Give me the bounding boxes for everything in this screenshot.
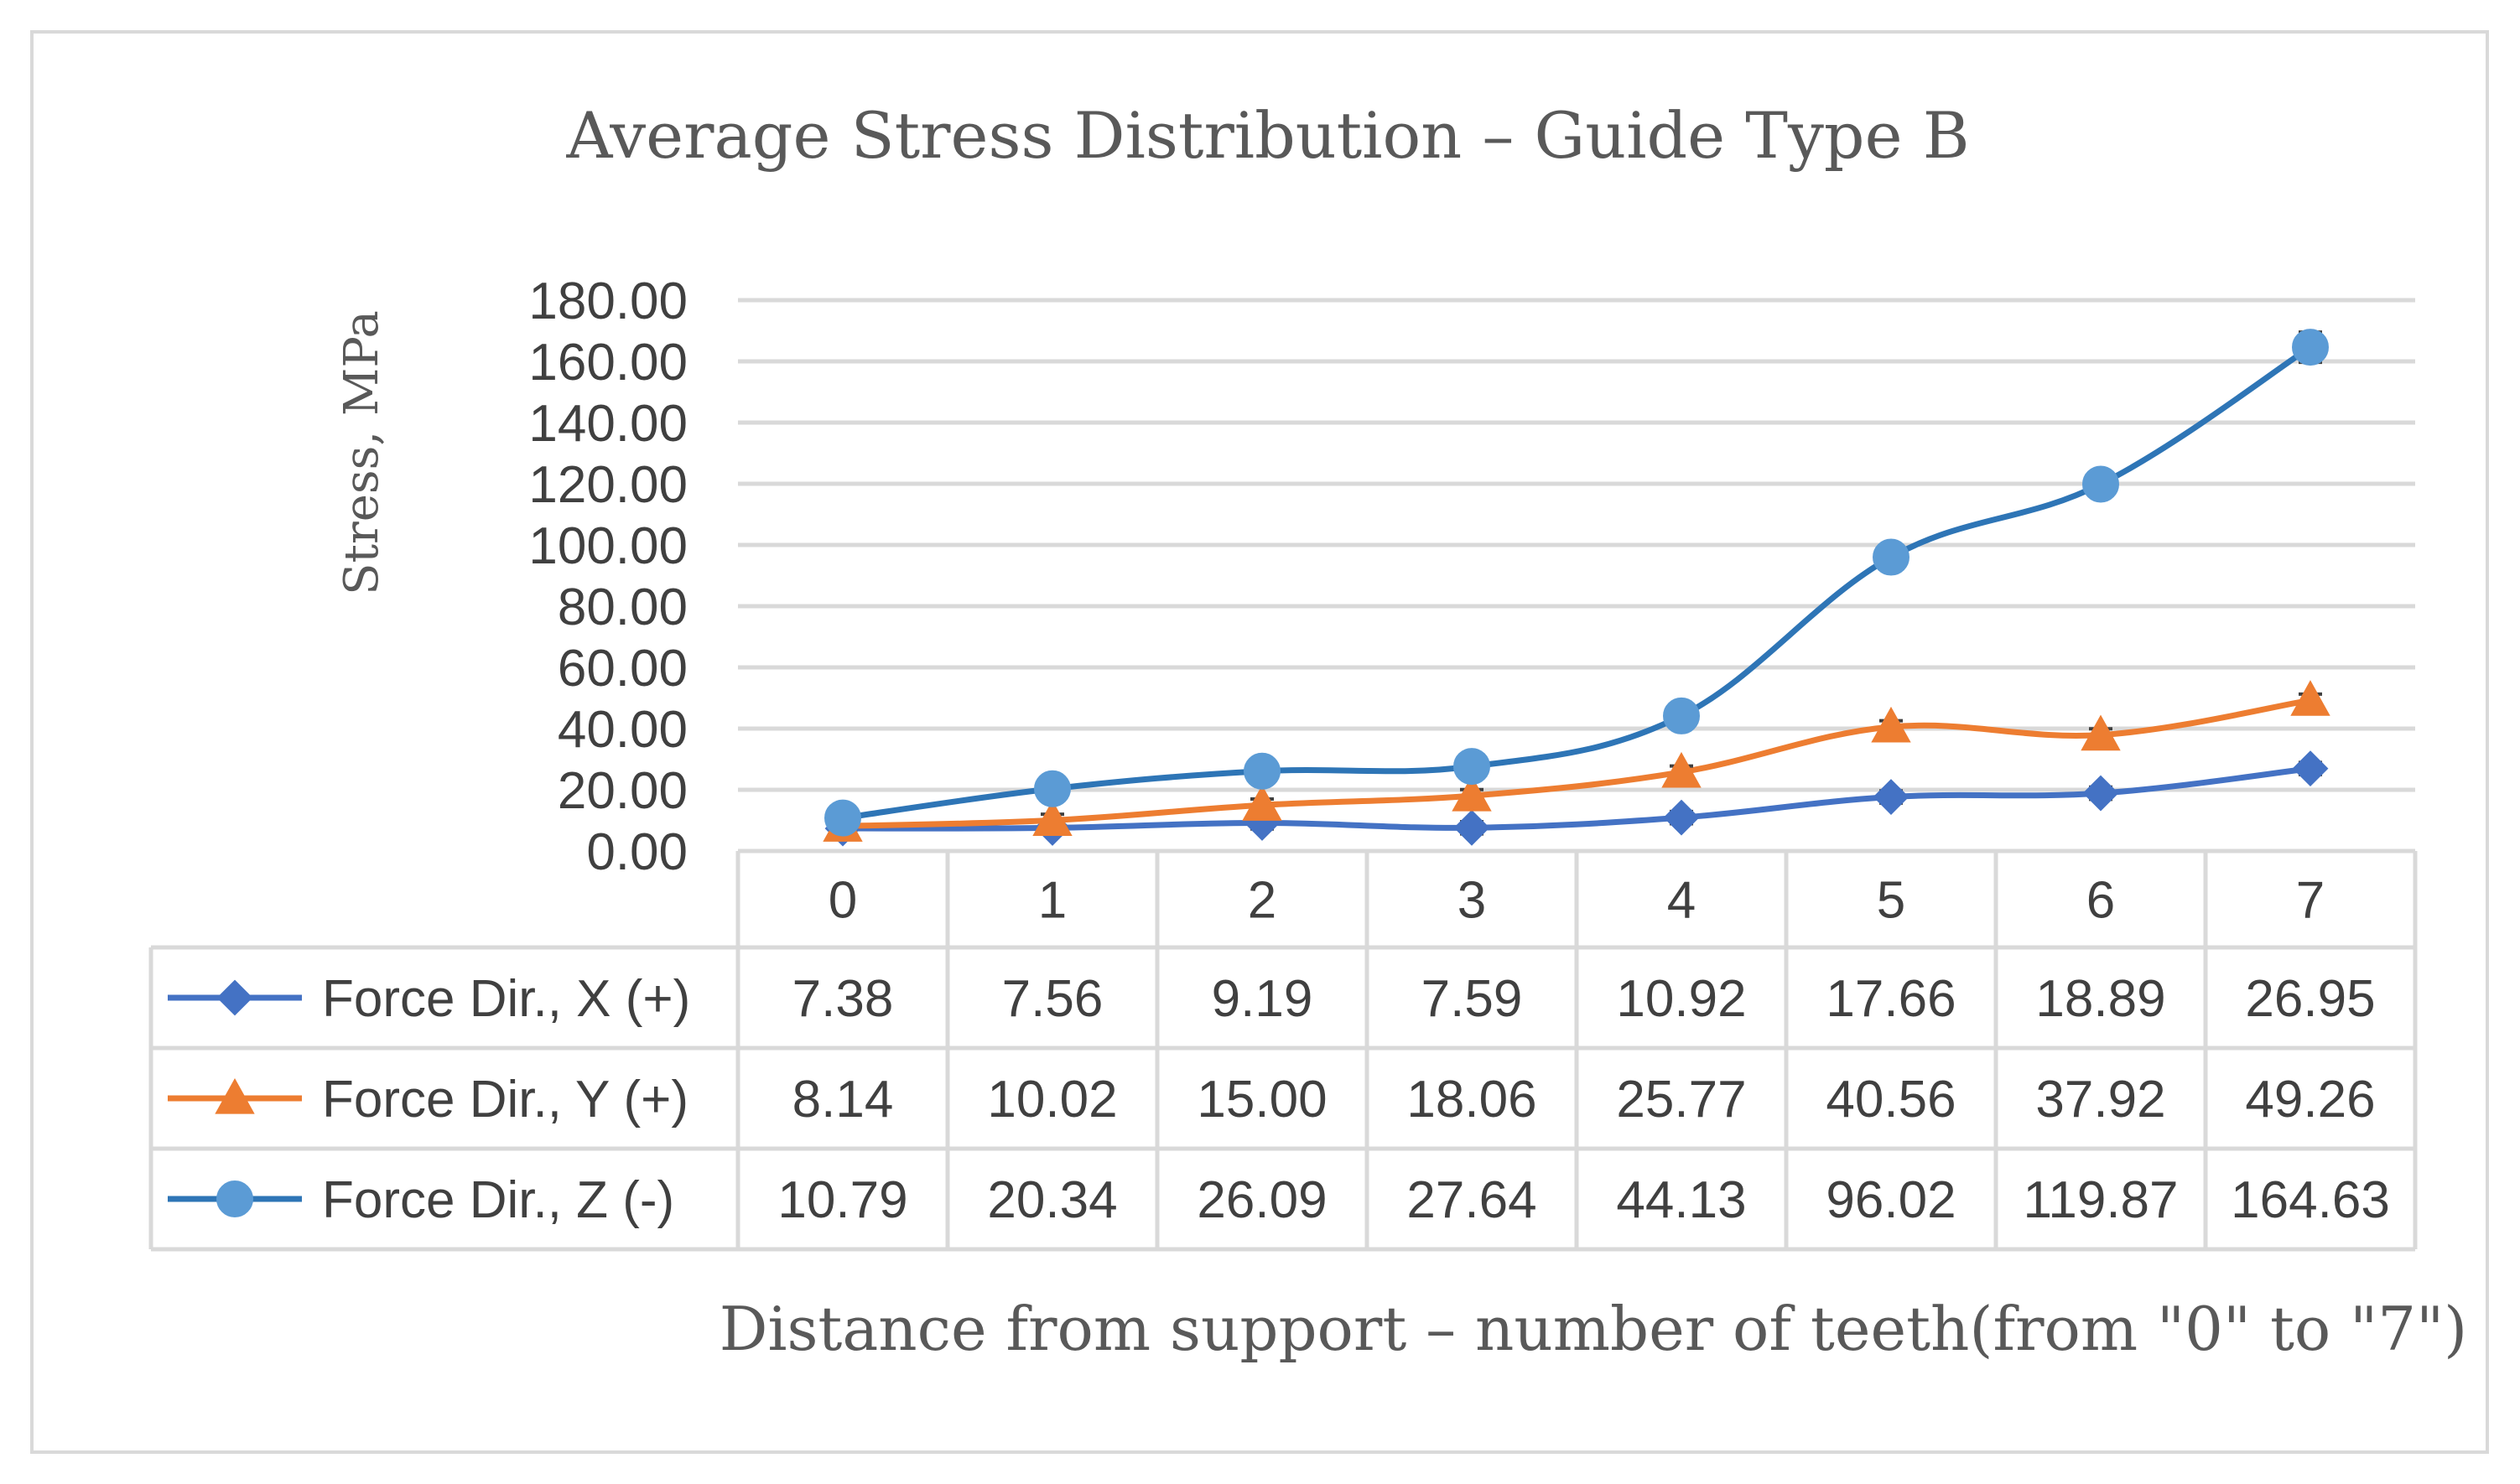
y-tick-label: 100.00 bbox=[528, 517, 688, 575]
series-group bbox=[824, 329, 2329, 837]
series-line bbox=[842, 697, 2311, 829]
data-label: 96.02 bbox=[1826, 1171, 1956, 1229]
data-label: 7.59 bbox=[1421, 970, 1523, 1028]
data-label: 17.66 bbox=[1826, 970, 1956, 1028]
chart-frame bbox=[30, 30, 2489, 1454]
data-label: 8.14 bbox=[792, 1071, 894, 1129]
data-point bbox=[1244, 752, 1281, 790]
data-label: 9.19 bbox=[1212, 970, 1313, 1028]
data-point bbox=[1873, 538, 1909, 576]
data-label: 7.56 bbox=[1002, 970, 1104, 1028]
data-label: 164.63 bbox=[2231, 1171, 2390, 1229]
data-label: 10.92 bbox=[1616, 970, 1746, 1028]
data-label: 15.00 bbox=[1197, 1071, 1327, 1129]
data-point bbox=[824, 799, 861, 837]
data-point bbox=[1661, 751, 1702, 788]
data-point bbox=[2292, 750, 2329, 787]
data-label: 18.06 bbox=[1406, 1071, 1536, 1129]
data-point bbox=[1871, 706, 1911, 743]
series-group bbox=[823, 680, 2330, 842]
data-point bbox=[2290, 680, 2330, 716]
series-line bbox=[842, 765, 2311, 832]
data-point bbox=[1453, 809, 1490, 846]
x-tick-label: 3 bbox=[1457, 872, 1486, 930]
y-tick-label: 140.00 bbox=[528, 395, 688, 453]
data-label: 49.26 bbox=[2245, 1071, 2375, 1129]
data-point bbox=[1453, 748, 1490, 786]
data-point bbox=[2082, 775, 2119, 812]
y-tick-label: 60.00 bbox=[558, 640, 688, 698]
data-point bbox=[2292, 329, 2329, 366]
legend-label: Force Dir., Y (+) bbox=[322, 1071, 688, 1129]
y-tick-label: 0.00 bbox=[586, 823, 688, 881]
data-table: 0 1 2 3 4 5 6 7 Force Dir., X (+) 7.38 7.56 9.19 7.5… bbox=[148, 848, 2418, 1252]
data-point bbox=[1032, 800, 1073, 837]
data-label: 119.87 bbox=[2023, 1171, 2178, 1229]
data-point bbox=[1663, 799, 1700, 836]
data-label: 37.92 bbox=[2035, 1071, 2165, 1129]
y-tick-label: 160.00 bbox=[528, 334, 688, 392]
x-tick-label: 6 bbox=[2086, 872, 2115, 930]
data-label: 10.79 bbox=[777, 1171, 907, 1229]
x-axis-title: Distance from support – number of teeth(… bbox=[720, 1294, 2468, 1364]
data-point bbox=[1873, 779, 1909, 815]
data-point bbox=[1242, 785, 1282, 821]
y-axis-ticks: 0.0020.0040.0060.0080.00100.00120.00140.… bbox=[528, 272, 688, 881]
y-tick-label: 120.00 bbox=[528, 456, 688, 514]
data-point bbox=[2081, 714, 2121, 751]
data-label: 18.89 bbox=[2035, 970, 2165, 1028]
legend-label: Force Dir., X (+) bbox=[322, 970, 690, 1028]
x-tick-label: 7 bbox=[2296, 872, 2325, 930]
y-tick-label: 40.00 bbox=[558, 701, 688, 759]
x-tick-label: 2 bbox=[1248, 872, 1276, 930]
y-tick-label: 80.00 bbox=[558, 579, 688, 636]
y-tick-label: 180.00 bbox=[528, 272, 688, 330]
data-label: 26.95 bbox=[2245, 970, 2375, 1028]
data-label: 10.02 bbox=[987, 1071, 1117, 1129]
data-point bbox=[216, 979, 253, 1016]
series-lines bbox=[823, 329, 2330, 847]
chart-title: Average Stress Distribution – Guide Type… bbox=[565, 98, 1969, 173]
data-point bbox=[216, 1180, 253, 1217]
x-tick-label: 0 bbox=[829, 872, 857, 930]
data-label: 20.34 bbox=[987, 1171, 1117, 1229]
data-label: 7.38 bbox=[792, 970, 894, 1028]
data-point bbox=[2082, 465, 2119, 503]
data-point bbox=[1663, 697, 1700, 734]
y-tick-label: 20.00 bbox=[558, 762, 688, 820]
gridlines bbox=[738, 298, 2415, 792]
data-label: 26.09 bbox=[1197, 1171, 1327, 1229]
data-point bbox=[1034, 770, 1071, 807]
data-label: 25.77 bbox=[1616, 1071, 1746, 1129]
data-label: 44.13 bbox=[1616, 1171, 1746, 1229]
x-tick-label: 4 bbox=[1667, 872, 1696, 930]
y-axis-title: Stress, MPa bbox=[335, 310, 389, 595]
data-point bbox=[215, 1077, 255, 1114]
x-tick-label: 5 bbox=[1877, 872, 1905, 930]
data-point bbox=[1452, 776, 1492, 812]
legend-label: Force Dir., Z (-) bbox=[322, 1171, 674, 1229]
data-label: 27.64 bbox=[1406, 1171, 1536, 1229]
x-tick-label: 1 bbox=[1038, 872, 1067, 930]
data-label: 40.56 bbox=[1826, 1071, 1956, 1129]
